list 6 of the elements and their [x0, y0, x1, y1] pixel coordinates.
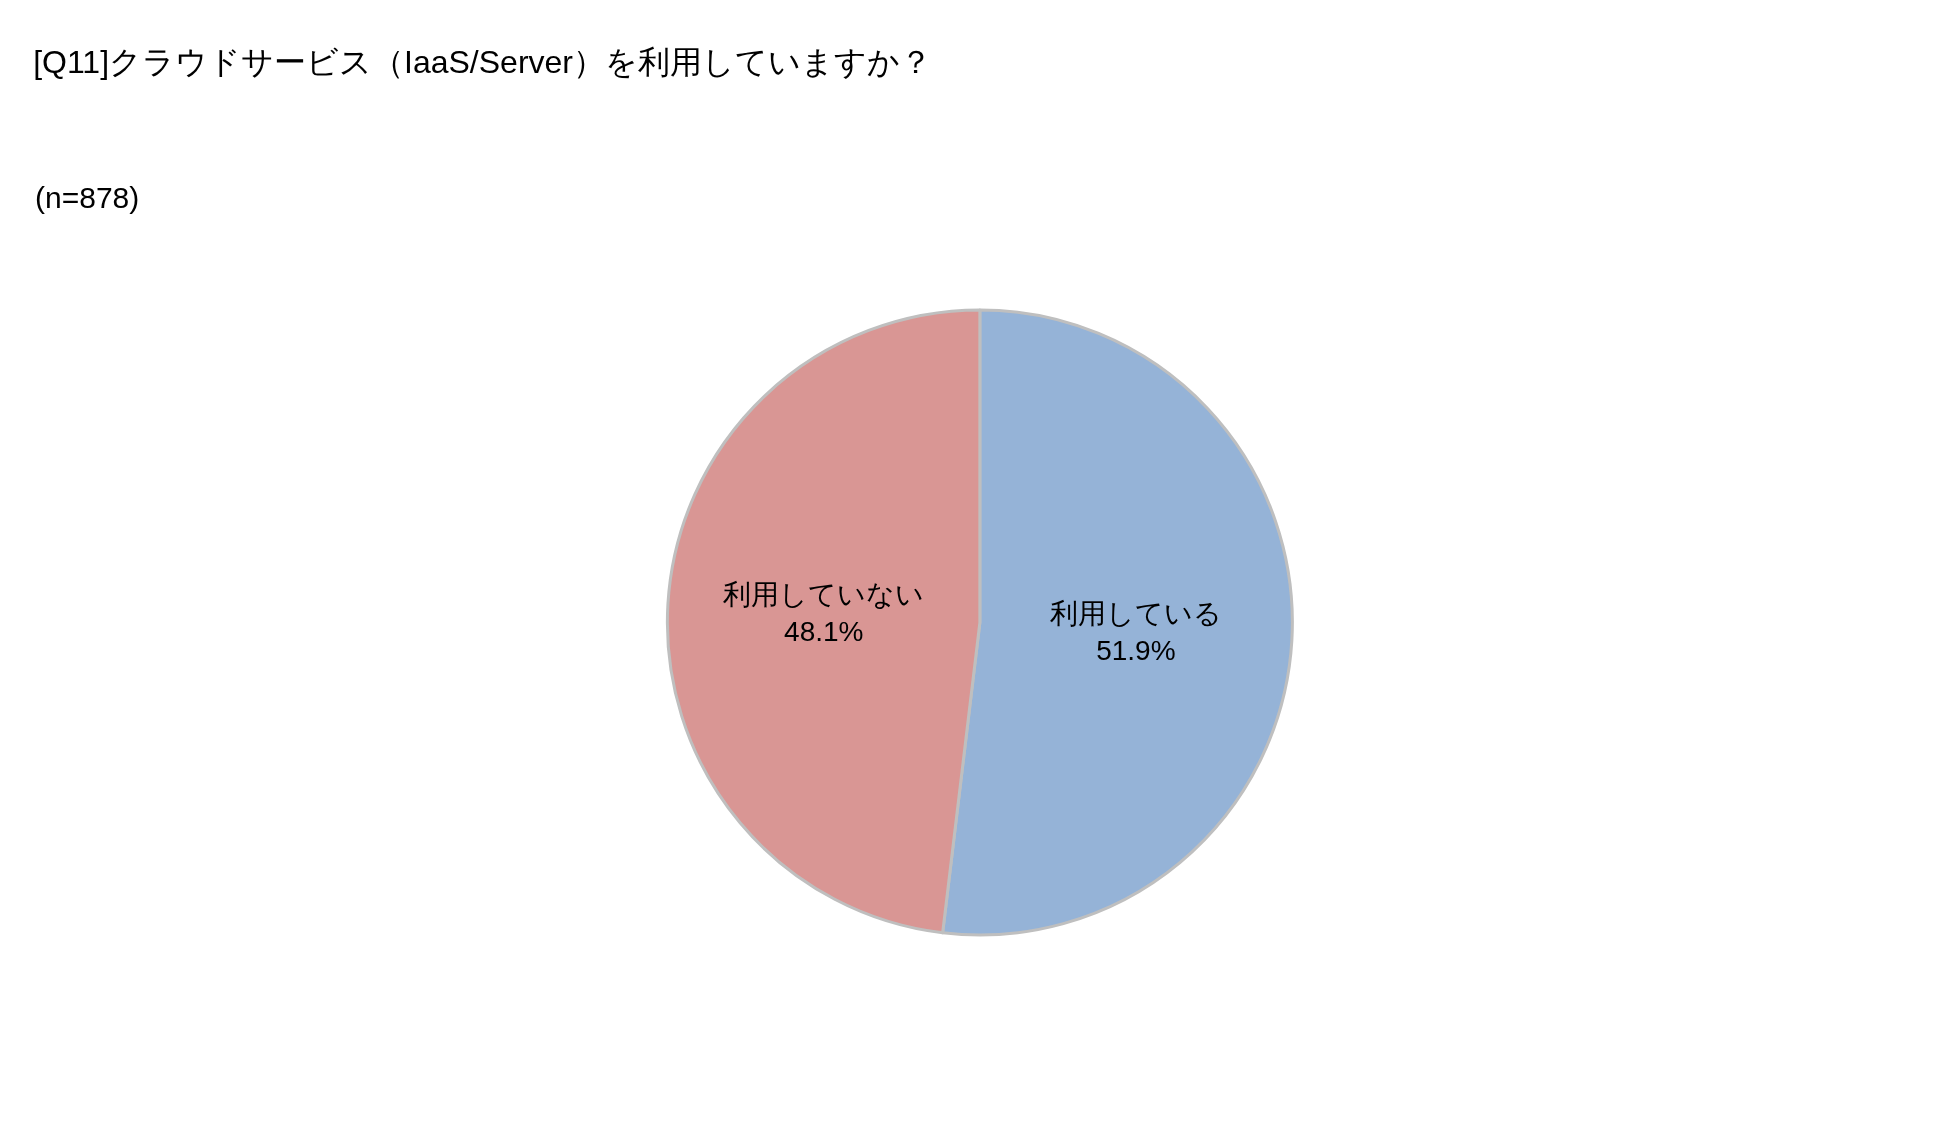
- chart-title: [Q11]クラウドサービス（IaaS/Server）を利用していますか？: [33, 44, 933, 81]
- slice-label: 利用している: [1049, 598, 1222, 630]
- data-label: 51.9%: [1096, 634, 1176, 666]
- data-label: 48.1%: [784, 615, 864, 647]
- text: (n=878): [35, 181, 140, 214]
- slice-label: 利用していない: [723, 579, 925, 611]
